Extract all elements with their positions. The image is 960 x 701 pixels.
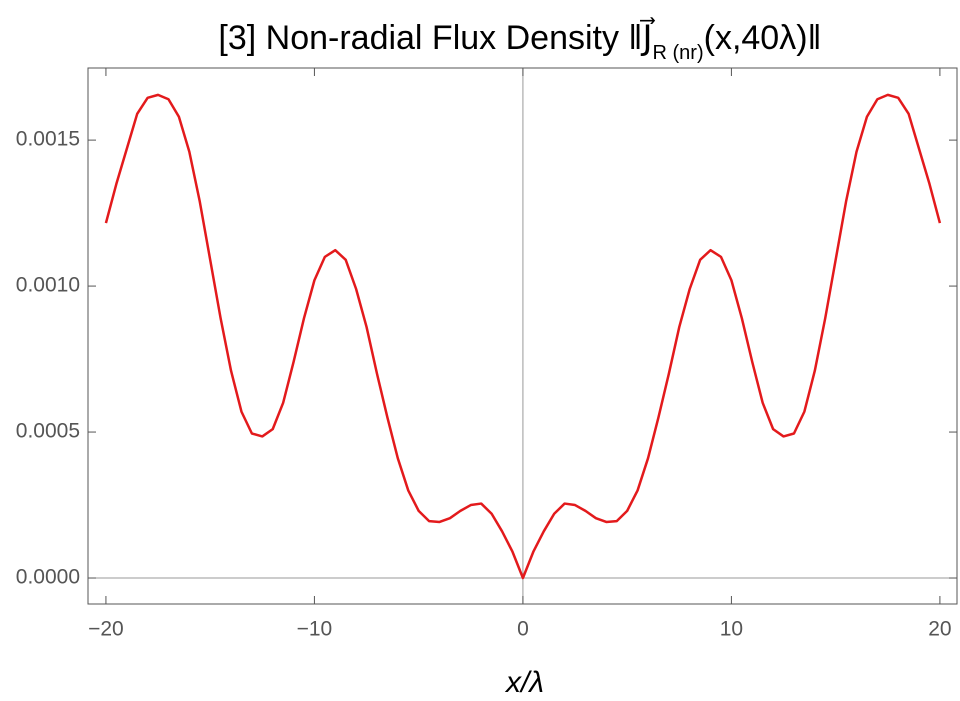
y-tick-label: 0.0000 — [16, 566, 80, 589]
chart-title-rest: (x,40λ)‖ — [704, 19, 822, 57]
x-axis-label: x/λ — [504, 666, 544, 699]
x-tick-label: −20 — [88, 618, 124, 641]
x-tick-label: 20 — [928, 618, 951, 641]
x-tick-label: 10 — [720, 618, 743, 641]
y-tick-label: 0.0005 — [16, 420, 80, 443]
chart-title-group: [3] Non-radial Flux Density ‖J⃗R (nr)(x,… — [218, 17, 821, 64]
data-line — [104, 93, 942, 580]
x-tick-label: 0 — [517, 618, 529, 641]
x-tick-label: −10 — [297, 618, 333, 641]
chart-title-subscript: R (nr) — [653, 42, 704, 64]
chart-title: [3] Non-radial Flux Density ‖J⃗ — [218, 17, 656, 57]
y-tick-label: 0.0010 — [16, 274, 80, 297]
y-tick-label: 0.0015 — [16, 128, 80, 151]
